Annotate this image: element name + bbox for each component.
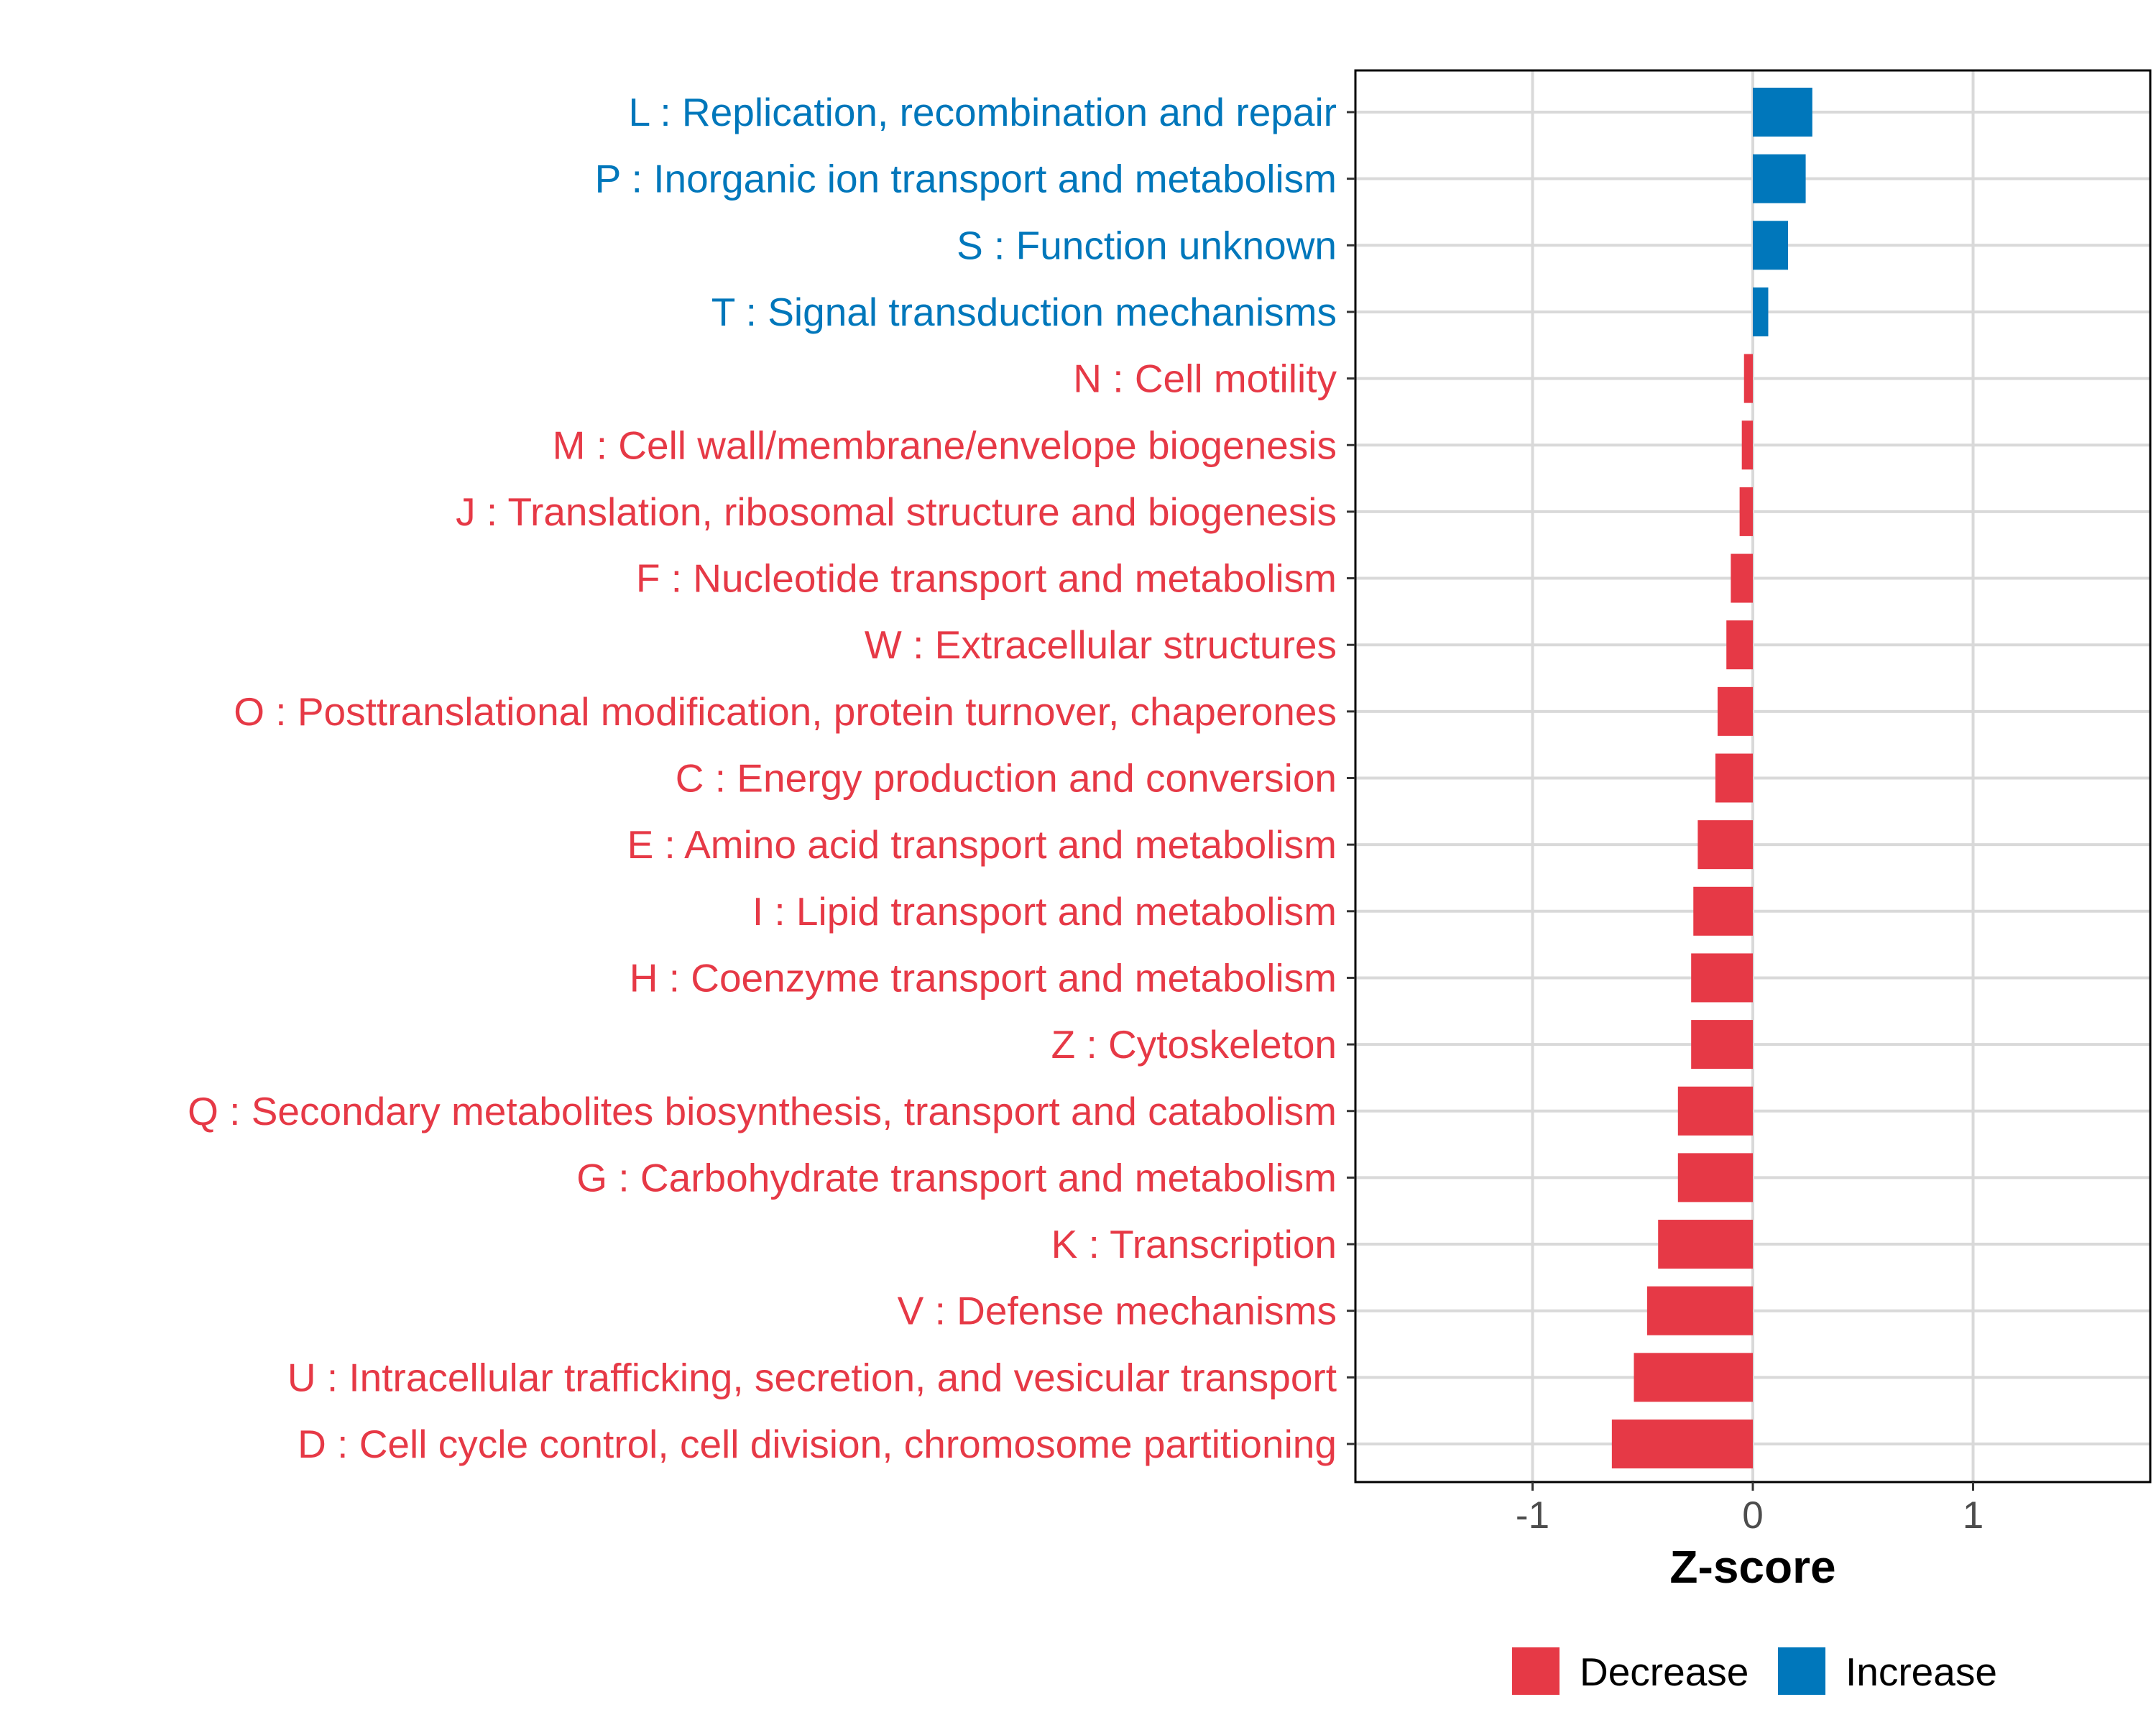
bar xyxy=(1753,88,1812,137)
bar xyxy=(1753,221,1789,270)
legend-swatch xyxy=(1778,1647,1825,1695)
legend-label: Decrease xyxy=(1580,1650,1749,1694)
category-label: O : Posttranslational modification, prot… xyxy=(234,689,1337,734)
bar xyxy=(1717,686,1753,736)
bar xyxy=(1691,1020,1753,1070)
category-label: D : Cell cycle control, cell division, c… xyxy=(298,1422,1337,1466)
legend: Decrease Increase xyxy=(1512,1647,1997,1695)
bar xyxy=(1753,154,1806,203)
bar xyxy=(1611,1420,1753,1468)
category-label: N : Cell motility xyxy=(1073,356,1337,401)
legend-label: Increase xyxy=(1846,1650,1997,1694)
legend-swatch xyxy=(1512,1647,1560,1695)
category-label: W : Extracellular structures xyxy=(865,622,1337,667)
bar xyxy=(1677,1086,1753,1136)
bar xyxy=(1658,1220,1753,1269)
bar xyxy=(1739,487,1753,536)
x-axis-title: Z-score xyxy=(1669,1541,1835,1593)
category-label: S : Function unknown xyxy=(957,223,1337,267)
category-label: V : Defense mechanisms xyxy=(898,1289,1337,1333)
category-label: M : Cell wall/membrane/envelope biogenes… xyxy=(553,423,1337,467)
category-label: J : Translation, ribosomal structure and… xyxy=(456,489,1337,534)
category-label: K : Transcription xyxy=(1051,1222,1337,1266)
x-tick-label: 1 xyxy=(1963,1494,1984,1537)
category-label: T : Signal transduction mechanisms xyxy=(711,290,1337,334)
category-label: F : Nucleotide transport and metabolism xyxy=(636,556,1337,601)
category-label: Q : Secondary metabolites biosynthesis, … xyxy=(188,1089,1337,1133)
y-axis: L : Replication, recombination and repai… xyxy=(188,90,1355,1466)
category-label: G : Carbohydrate transport and metabolis… xyxy=(576,1155,1337,1200)
bar xyxy=(1677,1153,1753,1202)
bar xyxy=(1697,820,1753,870)
x-tick-label: 0 xyxy=(1742,1494,1763,1537)
category-label: L : Replication, recombination and repai… xyxy=(629,90,1337,134)
bar xyxy=(1753,287,1769,336)
x-tick-label: -1 xyxy=(1516,1494,1549,1537)
category-label: H : Coenzyme transport and metabolism xyxy=(630,955,1337,1000)
bar xyxy=(1731,553,1753,603)
x-axis: -1 0 1 xyxy=(1516,1482,1984,1537)
bar xyxy=(1743,354,1753,403)
category-label: C : Energy production and conversion xyxy=(676,756,1337,801)
bar xyxy=(1691,953,1753,1003)
bar xyxy=(1693,886,1753,936)
bar xyxy=(1646,1286,1753,1335)
category-label: Z : Cytoskeleton xyxy=(1051,1022,1337,1067)
bar xyxy=(1741,420,1753,470)
category-label: I : Lipid transport and metabolism xyxy=(752,889,1337,934)
category-label: E : Amino acid transport and metabolism xyxy=(627,822,1337,867)
bars xyxy=(1611,88,1812,1468)
category-label: U : Intracellular trafficking, secretion… xyxy=(287,1355,1337,1399)
bar xyxy=(1715,753,1753,803)
bar xyxy=(1726,620,1753,670)
bar xyxy=(1634,1353,1753,1402)
category-label: P : Inorganic ion transport and metaboli… xyxy=(595,157,1337,201)
